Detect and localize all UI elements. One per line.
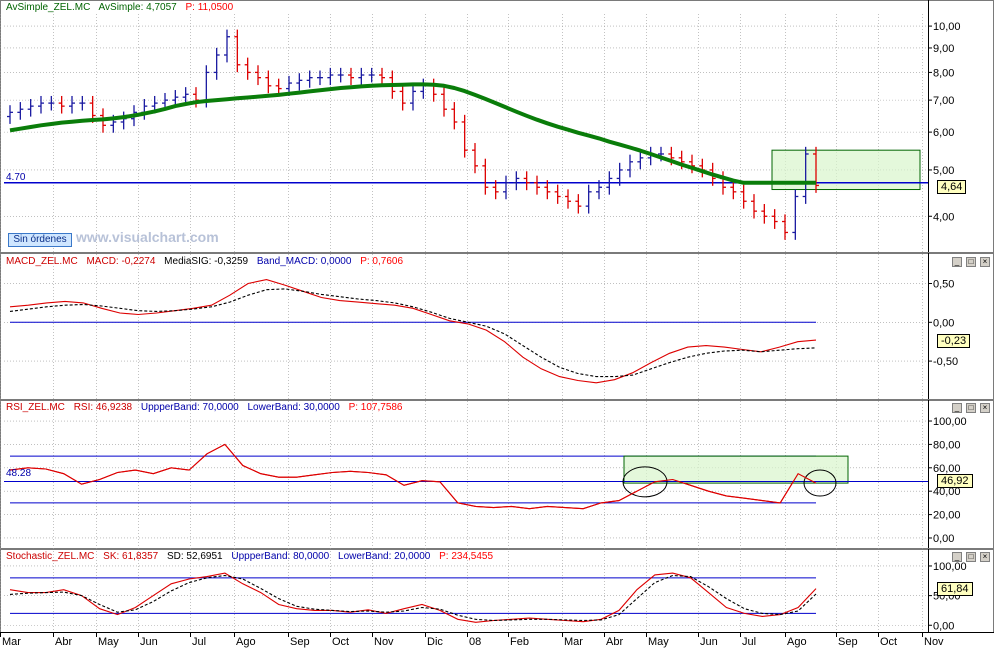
rsi-y-tick-label: 100,00 (933, 416, 967, 428)
macd-maximize-button[interactable]: □ (966, 257, 976, 267)
stoch-last-value: 61,84 (937, 582, 973, 596)
rsi-highlight-ellipse-1 (622, 466, 668, 498)
rsi-series-overlay (9, 443, 817, 510)
sin-ordenes-button[interactable]: Sin órdenes (8, 233, 72, 247)
x-tick-label: Sep (838, 636, 858, 648)
macd-title-item-3: Band_MACD: 0,0000 (256, 256, 352, 267)
rsi-y-tick-label: 0,00 (933, 533, 954, 545)
macd-title-item-1: MACD: -0,2274 (86, 256, 156, 267)
rsi-y-tick-label: 40,00 (933, 486, 961, 498)
rsi-title-item-0: RSI_ZEL.MC (6, 402, 65, 413)
x-tick-label: May (98, 636, 119, 648)
price-panel-title: AvSimple_ZEL.MC AvSimple: 4,7057 P: 11,0… (6, 2, 239, 13)
x-tick-label: Abr (55, 636, 72, 648)
macd-y-tick-label: 0,50 (933, 279, 954, 291)
rsi-y-tick-label: 20,00 (933, 510, 961, 522)
price-title-item-2: P: 11,0500 (185, 2, 234, 13)
stoch-panel-title: Stochastic_ZEL.MC SK: 61,8357 SD: 52,695… (6, 551, 499, 562)
price-y-tick-label: 4,00 (933, 211, 954, 223)
x-tick-label: Jul (192, 636, 206, 648)
price-panel-frame (0, 0, 994, 253)
macd-panel-frame (0, 253, 994, 400)
stoch-y-tick-label: 100,00 (933, 561, 967, 573)
rsi-highlight-ellipse-2 (803, 469, 837, 497)
macd-title-item-4: P: 0,7606 (360, 256, 403, 267)
x-tick-label: Dic (427, 636, 443, 648)
stoch-title-item-2: SD: 52,6951 (166, 551, 223, 562)
x-tick-label: Feb (510, 636, 529, 648)
x-tick-label: Oct (880, 636, 897, 648)
macd-close-button[interactable]: × (980, 257, 990, 267)
x-tick-label: Jul (742, 636, 756, 648)
rsi-y-tick-label: 80,00 (933, 439, 961, 451)
stoch-close-button[interactable]: × (980, 552, 990, 562)
x-tick-label: Jun (140, 636, 158, 648)
macd-title-item-0: MACD_ZEL.MC (6, 256, 78, 267)
stoch-maximize-button[interactable]: □ (966, 552, 976, 562)
rsi-last-value: 46,92 (937, 474, 973, 488)
rsi-y-tick-label: 60,00 (933, 463, 961, 475)
stoch-title-item-5: P: 234,5455 (439, 551, 494, 562)
stoch-series-sd (9, 574, 817, 622)
rsi-title-item-4: P: 107,7586 (348, 402, 403, 413)
x-tick-label: Abr (606, 636, 623, 648)
macd-minimize-button[interactable]: _ (952, 257, 962, 267)
rsi-title-item-2: UppperBand: 70,0000 (140, 402, 239, 413)
stoch-title-item-1: SK: 61,8357 (103, 551, 159, 562)
x-tick-label: Mar (2, 636, 21, 648)
price-title-item-0: AvSimple_ZEL.MC (6, 2, 91, 13)
macd-last-value: -0,23 (937, 334, 971, 348)
macd-title-item-2: MediaSIG: -0,3259 (164, 256, 249, 267)
stoch-title-item-4: LowerBand: 20,0000 (338, 551, 431, 562)
rsi-hline-label: 48.28 (6, 468, 32, 479)
x-tick-label: Ago (236, 636, 256, 648)
x-tick-label: Sep (290, 636, 310, 648)
price-y-tick-label: 6,00 (933, 127, 954, 139)
x-tick-label: Oct (332, 636, 349, 648)
rsi-minimize-button[interactable]: _ (952, 403, 962, 413)
watermark: www.visualchart.com (76, 229, 219, 245)
price-hline-label: 4.70 (6, 172, 26, 183)
price-y-tick-label: 7,00 (933, 95, 954, 107)
rsi-target-box (623, 455, 849, 484)
rsi-maximize-button[interactable]: □ (966, 403, 976, 413)
price-y-tick-label: 5,00 (933, 165, 954, 177)
x-tick-label: 08 (469, 636, 481, 648)
stoch-minimize-button[interactable]: _ (952, 552, 962, 562)
macd-y-tick-label: 0,00 (933, 317, 954, 329)
macd-series-macd (9, 279, 817, 384)
stoch-title-item-0: Stochastic_ZEL.MC (6, 551, 95, 562)
stoch-title-item-3: UppperBand: 80,0000 (231, 551, 330, 562)
x-tick-label: Nov (924, 636, 944, 648)
rsi-panel-title: RSI_ZEL.MC RSI: 46,9238 UppperBand: 70,0… (6, 402, 409, 413)
x-tick-label: Nov (374, 636, 394, 648)
x-tick-label: May (648, 636, 669, 648)
rsi-close-button[interactable]: × (980, 403, 990, 413)
price-sma-line (9, 82, 816, 185)
stoch-series-sk (9, 572, 817, 623)
price-last-value: 4,64 (937, 180, 967, 194)
macd-panel-title: MACD_ZEL.MC MACD: -0,2274 MediaSIG: -0,3… (6, 256, 409, 267)
rsi-title-item-3: LowerBand: 30,0000 (247, 402, 340, 413)
price-y-tick-label: 8,00 (933, 67, 954, 79)
price-title-item-1: AvSimple: 4,7057 (98, 2, 177, 13)
price-y-tick-label: 10,00 (933, 21, 961, 33)
macd-series-mediasig (9, 288, 817, 378)
x-tick-label: Ago (787, 636, 807, 648)
price-y-tick-label: 9,00 (933, 43, 954, 55)
x-tick-label: Jun (700, 636, 718, 648)
macd-y-tick-label: -0,50 (933, 356, 958, 368)
x-tick-label: Mar (564, 636, 583, 648)
rsi-title-item-1: RSI: 46,9238 (73, 402, 133, 413)
stoch-y-tick-label: 0,00 (933, 620, 954, 632)
